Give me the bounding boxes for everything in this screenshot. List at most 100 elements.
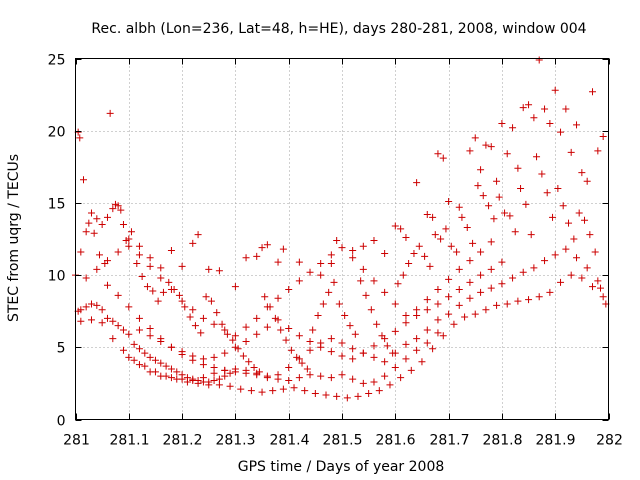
data-point [445,275,453,283]
data-point [517,184,525,192]
data-point [109,205,117,213]
data-point [215,267,223,275]
data-point [535,56,543,64]
data-point [135,345,143,353]
data-point [375,387,383,395]
data-point [170,286,178,294]
data-point [405,260,413,268]
data-point [485,202,493,210]
data-point [413,179,421,187]
data-point [338,371,346,379]
data-point [285,377,293,385]
data-point [591,248,599,256]
data-point [146,332,154,340]
x-tick-label: 281.8 [482,433,522,449]
data-point [229,336,237,344]
data-point [527,231,535,239]
data-point [253,314,261,322]
data-point [189,239,197,247]
data-point [413,346,421,354]
data-point [119,346,127,354]
data-point [482,306,490,314]
data-point [551,86,559,94]
data-point [541,257,549,265]
data-point [189,352,197,360]
data-point [255,368,263,376]
data-point [250,364,258,372]
data-point [450,320,458,328]
data-point [263,323,271,331]
data-point [487,238,495,246]
data-point [386,381,394,389]
data-point [511,228,519,236]
data-point [543,189,551,197]
data-point [359,349,367,357]
data-point [253,252,261,260]
data-point [285,364,293,372]
x-tick-label: 281.3 [215,433,255,449]
data-point [581,216,589,224]
data-point [231,283,239,291]
data-point [381,288,389,296]
data-point [493,301,501,309]
data-point [117,206,125,214]
data-point [221,349,229,357]
y-tick-label: 0 [57,414,66,430]
data-point [370,277,378,285]
data-point [149,287,157,295]
data-point [381,372,389,380]
data-point [575,209,583,217]
data-point [599,293,607,301]
data-point [455,265,463,273]
data-point [130,356,138,364]
data-point [498,280,506,288]
data-point [205,265,213,273]
data-point [357,277,365,285]
data-point [317,271,325,279]
data-point [317,372,325,380]
data-point [439,154,447,162]
data-point [503,150,511,158]
data-point [509,274,517,282]
data-point [477,288,485,296]
data-point [309,326,317,334]
data-point [90,229,98,237]
data-point [466,257,474,265]
data-point [93,215,101,223]
data-point [431,231,439,239]
data-point [133,260,141,268]
data-point [429,345,437,353]
data-point [239,352,247,360]
data-point [87,300,95,308]
data-point [157,359,165,367]
data-point [178,297,186,305]
data-point [557,128,565,136]
data-point [445,197,453,205]
data-point [519,104,527,112]
data-point [301,387,309,395]
data-point [455,301,463,309]
x-tick-label: 281.4 [269,433,309,449]
data-point [98,306,106,314]
data-point [218,320,226,328]
data-point [370,342,378,350]
data-point [402,340,410,348]
data-point [167,247,175,255]
data-point [157,274,165,282]
data-point [367,306,375,314]
data-point [498,258,506,266]
data-point [477,248,485,256]
data-point [442,225,450,233]
data-point [114,291,122,299]
data-point [413,306,421,314]
data-point [298,359,306,367]
data-point [135,242,143,250]
data-point [482,141,490,149]
data-point [453,248,461,256]
data-point [242,369,250,377]
y-axis-label: STEC from uqrg / TECUs [6,154,22,322]
data-point [314,312,322,320]
data-point [77,306,85,314]
data-point [525,101,533,109]
data-point [146,325,154,333]
